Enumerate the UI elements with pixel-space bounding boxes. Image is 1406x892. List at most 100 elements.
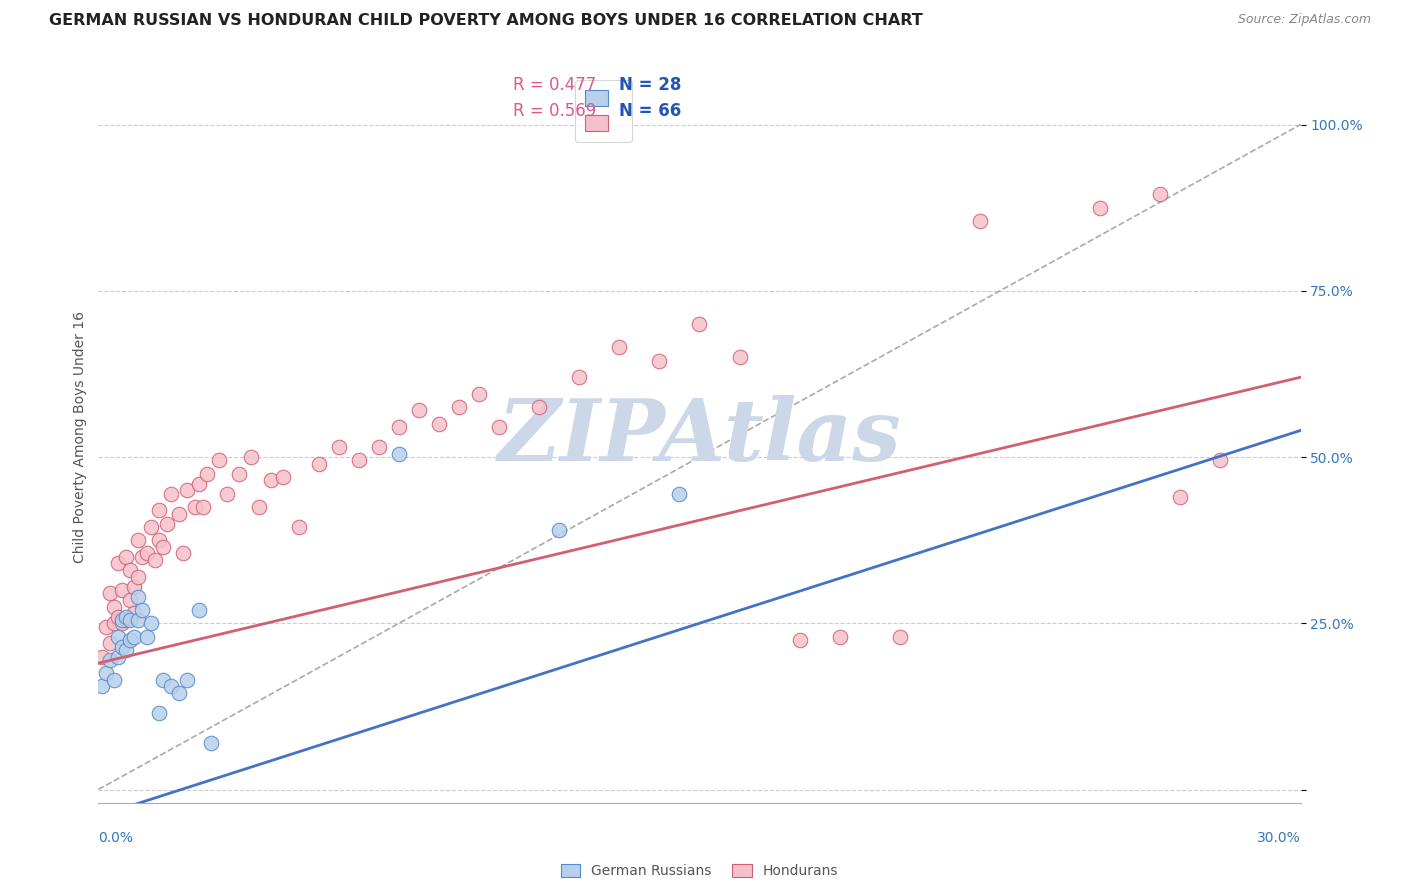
Point xyxy=(107,609,129,624)
Point xyxy=(468,387,491,401)
Point xyxy=(96,666,118,681)
Point xyxy=(308,457,330,471)
Point xyxy=(103,673,125,687)
Point xyxy=(548,523,571,537)
Point xyxy=(120,593,142,607)
Text: ZIPAtlas: ZIPAtlas xyxy=(498,395,901,479)
Point xyxy=(103,599,125,614)
Point xyxy=(100,636,122,650)
Point xyxy=(128,590,150,604)
Point xyxy=(128,613,150,627)
Point xyxy=(195,467,218,481)
Point xyxy=(688,317,710,331)
Text: R = 0.569: R = 0.569 xyxy=(513,103,596,120)
Point xyxy=(100,653,122,667)
Text: N = 28: N = 28 xyxy=(619,76,681,94)
Point xyxy=(447,400,470,414)
Point xyxy=(1088,201,1111,215)
Point xyxy=(187,603,209,617)
Point xyxy=(131,549,153,564)
Point xyxy=(131,603,153,617)
Point xyxy=(120,632,142,647)
Point xyxy=(155,516,177,531)
Point xyxy=(271,470,294,484)
Point xyxy=(115,643,138,657)
Text: N = 66: N = 66 xyxy=(619,103,681,120)
Point xyxy=(103,616,125,631)
Text: 30.0%: 30.0% xyxy=(1257,830,1301,845)
Point xyxy=(648,353,671,368)
Point xyxy=(159,486,181,500)
Point xyxy=(789,632,811,647)
Point xyxy=(347,453,370,467)
Text: 0.0%: 0.0% xyxy=(98,830,134,845)
Y-axis label: Child Poverty Among Boys Under 16: Child Poverty Among Boys Under 16 xyxy=(73,311,87,563)
Point xyxy=(124,607,146,621)
Point xyxy=(191,500,214,514)
Point xyxy=(128,570,150,584)
Point xyxy=(128,533,150,548)
Point xyxy=(96,619,118,633)
Point xyxy=(668,486,690,500)
Point xyxy=(143,553,166,567)
Point xyxy=(135,630,157,644)
Point xyxy=(215,486,238,500)
Point xyxy=(568,370,591,384)
Point xyxy=(1209,453,1232,467)
Point xyxy=(208,453,231,467)
Point xyxy=(135,546,157,560)
Point xyxy=(183,500,205,514)
Point xyxy=(111,616,134,631)
Point xyxy=(828,630,851,644)
Point xyxy=(139,616,162,631)
Legend: German Russians, Hondurans: German Russians, Hondurans xyxy=(555,858,844,884)
Point xyxy=(368,440,391,454)
Point xyxy=(152,540,174,554)
Point xyxy=(148,533,170,548)
Point xyxy=(167,507,190,521)
Point xyxy=(176,483,198,498)
Point xyxy=(609,340,631,354)
Point xyxy=(187,476,209,491)
Point xyxy=(388,447,411,461)
Text: R = 0.477: R = 0.477 xyxy=(513,76,596,94)
Point xyxy=(427,417,450,431)
Point xyxy=(124,630,146,644)
Point xyxy=(115,609,138,624)
Point xyxy=(388,420,411,434)
Point xyxy=(176,673,198,687)
Point xyxy=(1170,490,1192,504)
Point xyxy=(107,630,129,644)
Point xyxy=(159,680,181,694)
Text: GERMAN RUSSIAN VS HONDURAN CHILD POVERTY AMONG BOYS UNDER 16 CORRELATION CHART: GERMAN RUSSIAN VS HONDURAN CHILD POVERTY… xyxy=(49,13,922,29)
Point xyxy=(889,630,911,644)
Point xyxy=(728,351,751,365)
Point xyxy=(148,706,170,720)
Point xyxy=(239,450,262,464)
Point xyxy=(115,613,138,627)
Point xyxy=(247,500,270,514)
Text: Source: ZipAtlas.com: Source: ZipAtlas.com xyxy=(1237,13,1371,27)
Point xyxy=(111,640,134,654)
Point xyxy=(228,467,250,481)
Point xyxy=(124,580,146,594)
Point xyxy=(111,582,134,597)
Point xyxy=(488,420,510,434)
Point xyxy=(107,557,129,571)
Point xyxy=(172,546,194,560)
Point xyxy=(120,613,142,627)
Point xyxy=(139,520,162,534)
Point xyxy=(120,563,142,577)
Point xyxy=(107,649,129,664)
Point xyxy=(1149,187,1171,202)
Point xyxy=(115,549,138,564)
Point xyxy=(167,686,190,700)
Point xyxy=(152,673,174,687)
Point xyxy=(408,403,430,417)
Point xyxy=(529,400,551,414)
Point xyxy=(91,680,114,694)
Point xyxy=(111,613,134,627)
Point xyxy=(100,586,122,600)
Point xyxy=(969,214,991,228)
Point xyxy=(328,440,350,454)
